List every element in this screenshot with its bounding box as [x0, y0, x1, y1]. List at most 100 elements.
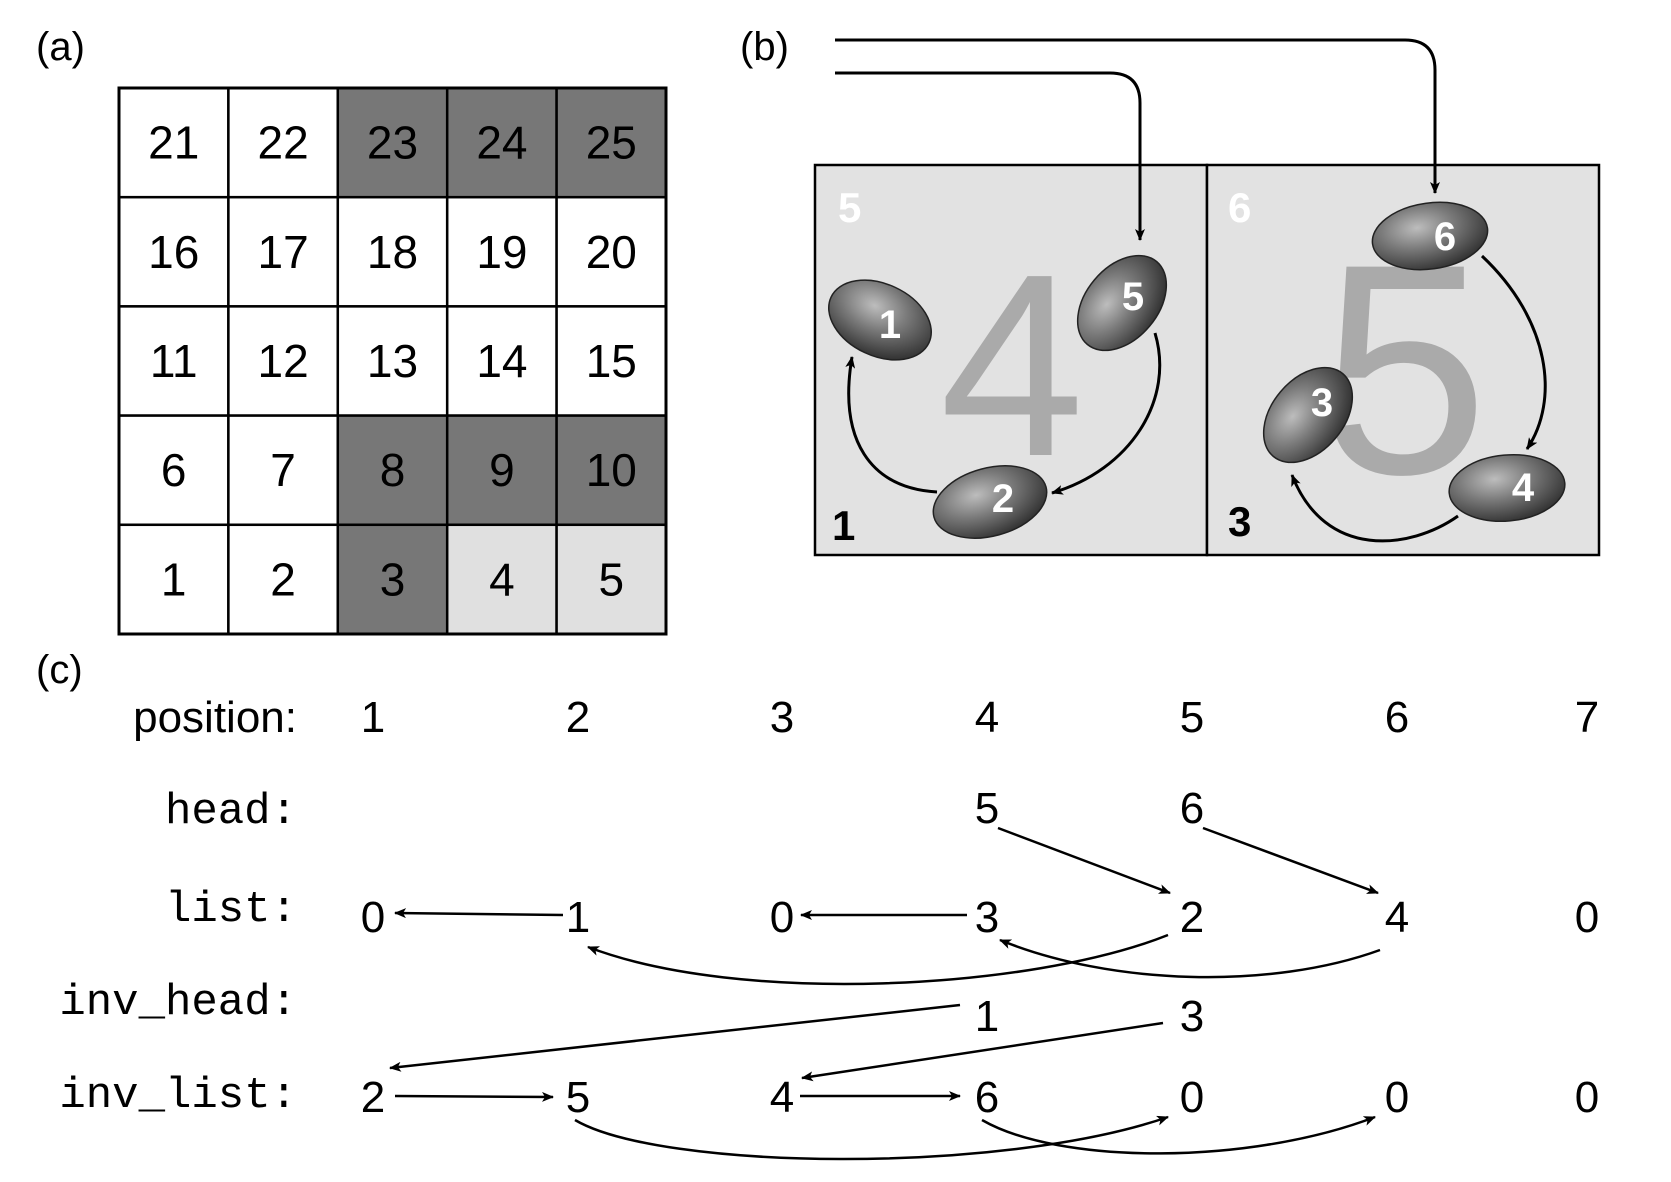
list-value-5: 2: [1180, 893, 1204, 942]
inv-list-value-5: 0: [1180, 1073, 1204, 1122]
grid-cell-label-8: 8: [380, 444, 406, 496]
inv-list-value-1: 2: [361, 1073, 385, 1122]
position-value-7: 7: [1575, 693, 1599, 742]
inv-list-row-label: inv_list:: [59, 1071, 297, 1121]
head-row-label: head:: [165, 787, 297, 837]
grid-cell-3: [336, 523, 449, 636]
grid-cell-20: [555, 195, 668, 308]
inv-list-value-6: 0: [1385, 1073, 1409, 1122]
ellipse-2-shape: [932, 465, 1048, 539]
grid-cell-10: [555, 414, 668, 527]
grid-cell-9: [445, 414, 558, 527]
grid-cell-label-22: 22: [258, 117, 309, 169]
ellipse-1: 1: [827, 279, 933, 361]
grid-cell-2: [227, 523, 340, 636]
arrow-invlist4-to-invlist6: [981, 1115, 1376, 1155]
grid-cell-label-15: 15: [586, 335, 637, 387]
grid-cell-label-12: 12: [258, 335, 309, 387]
grid-cell-label-13: 13: [367, 335, 418, 387]
panel-c-label: (c): [36, 648, 83, 692]
arrow-head5-to-list5: [997, 826, 1171, 895]
arrow-invhead4-to-invlist1: [389, 1003, 961, 1072]
grid-cell-21: [117, 86, 230, 199]
box-2: 5 6 3 6 3 4: [1205, 163, 1601, 557]
arrow-invhead5-to-invlist3: [801, 1021, 1164, 1082]
ellipse-6-shape: [1371, 201, 1489, 271]
inv-list-value-3: 4: [770, 1073, 794, 1122]
arrow-list5-to-list2: [587, 933, 1169, 986]
grid-cell-label-24: 24: [476, 117, 527, 169]
grid-cell-label-14: 14: [476, 335, 527, 387]
grid-cell-label-4: 4: [489, 553, 515, 605]
arrow-list6-to-list4: [999, 938, 1381, 979]
arrow-into-ellipse-5: [835, 71, 1145, 241]
arrow-invlist1-to-invlist2: [394, 1091, 554, 1102]
array-rows: 1 2 3 4 5 6 7 5 6 0 1 0 3 2 4 0 1 3 2 5 4 6 0 0 0: [361, 693, 1599, 1122]
ellipse-2: 2: [932, 465, 1048, 539]
grid-cell-label-16: 16: [148, 226, 199, 278]
ellipse-5-shape: [1076, 254, 1168, 352]
arrow-invlist2-to-invlist5: [574, 1115, 1169, 1161]
ellipse-3-shape: [1262, 366, 1354, 464]
arrow-5-to-2: [1051, 332, 1162, 495]
grid-cell-label-17: 17: [258, 226, 309, 278]
box-1: 4 5 1 1 5 2: [813, 163, 1209, 557]
box-2-top-label: 6: [1228, 184, 1251, 231]
grid-cell-label-25: 25: [586, 117, 637, 169]
grid-cell-8: [336, 414, 449, 527]
ellipse-4: 4: [1448, 453, 1566, 523]
arrow-list2-to-list1: [394, 908, 564, 919]
grid-cell-label-23: 23: [367, 117, 418, 169]
inv-list-value-2: 5: [566, 1073, 590, 1122]
head-value-4: 5: [975, 784, 999, 833]
ellipse-1-shape: [827, 279, 933, 361]
grid-cell-1: [117, 523, 230, 636]
arrow-head6-to-list6: [1202, 826, 1379, 895]
box-1-top-label: 5: [838, 184, 861, 231]
ellipse-6-label: 6: [1434, 215, 1456, 259]
ellipse-5: 5: [1076, 254, 1168, 352]
grid-cell-label-5: 5: [599, 553, 625, 605]
grid-cell-label-18: 18: [367, 226, 418, 278]
box-1-watermark: 4: [940, 221, 1085, 511]
grid-cell-18: [336, 195, 449, 308]
inv-head-value-4: 1: [975, 992, 999, 1041]
list-value-3: 0: [770, 893, 794, 942]
list-value-4: 3: [975, 893, 999, 942]
inv-head-row-label: inv_head:: [59, 978, 297, 1028]
grid-cell-14: [445, 305, 558, 417]
arrow-into-ellipse-6: [835, 38, 1440, 194]
position-value-5: 5: [1180, 693, 1204, 742]
position-value-1: 1: [361, 693, 385, 742]
grid-cell-label-9: 9: [489, 444, 515, 496]
position-row-label: position:: [133, 693, 297, 742]
inv-list-value-4: 6: [975, 1073, 999, 1122]
grid-cell-label-7: 7: [270, 444, 296, 496]
panel-b-label: (b): [740, 25, 789, 69]
grid-cell-label-1: 1: [161, 553, 187, 605]
list-value-6: 4: [1385, 893, 1409, 942]
grid-cell-12: [227, 305, 340, 417]
ellipse-4-label: 4: [1512, 466, 1535, 510]
position-value-4: 4: [975, 693, 999, 742]
grid-cell-label-20: 20: [586, 226, 637, 278]
grid-cell-label-6: 6: [161, 444, 187, 496]
arrow-2-to-1: [845, 356, 938, 494]
grid-cell-7: [227, 414, 340, 527]
grid-cell-label-2: 2: [270, 553, 296, 605]
inv-head-value-5: 3: [1180, 992, 1204, 1041]
panel-a-label: (a): [36, 25, 85, 69]
ellipse-5-label: 5: [1122, 275, 1144, 319]
grid-cell-label-10: 10: [586, 444, 637, 496]
box-1-corner-label: 1: [832, 502, 855, 549]
head-value-5: 6: [1180, 784, 1204, 833]
list-value-1: 0: [361, 893, 385, 942]
ellipse-6: 6: [1371, 201, 1489, 271]
position-value-6: 6: [1385, 693, 1409, 742]
list-value-2: 1: [566, 893, 590, 942]
grid-cell-label-21: 21: [148, 117, 199, 169]
inv-list-value-7: 0: [1575, 1073, 1599, 1122]
